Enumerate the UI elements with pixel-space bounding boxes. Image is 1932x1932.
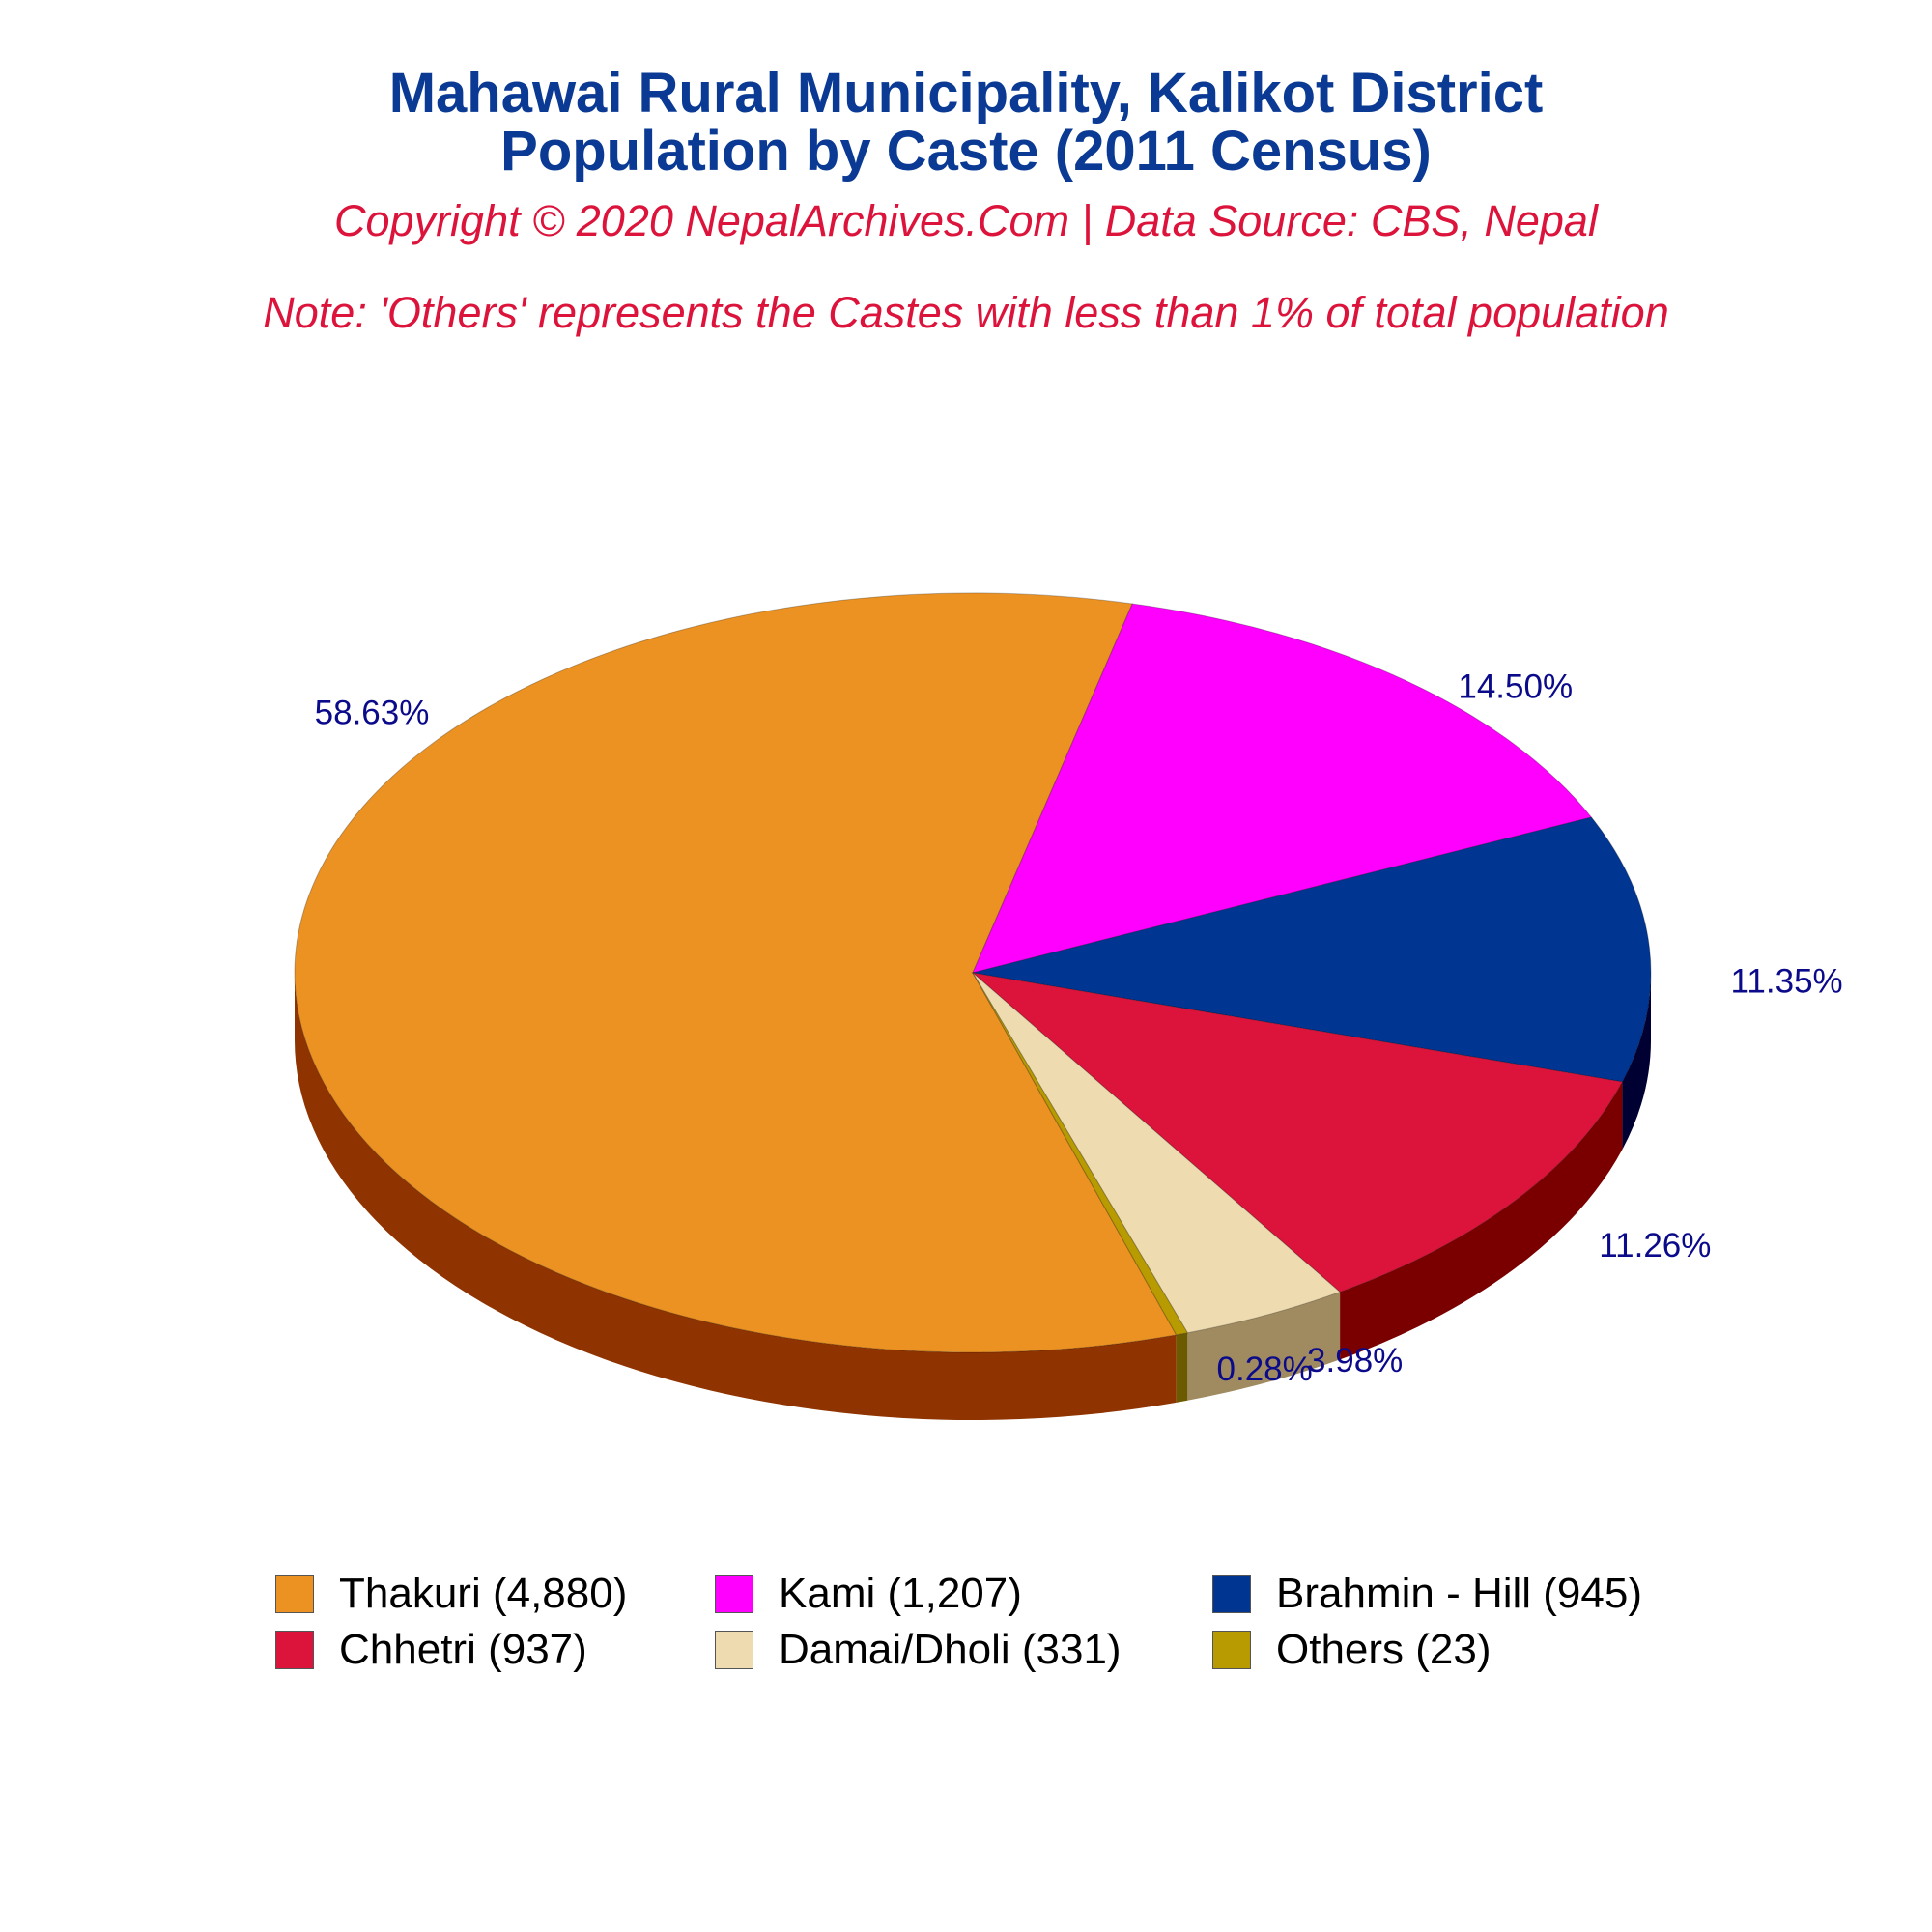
pie-side-thakuri — [295, 973, 1177, 1420]
legend-swatch — [1212, 1575, 1251, 1613]
data-label-damai-dholi: 3.98% — [1307, 1342, 1403, 1379]
pie-slice-chhetri — [971, 972, 1624, 1293]
pie-side-others — [1176, 1332, 1188, 1403]
copyright-text: Copyright © 2020 NepalArchives.Com | Dat… — [334, 196, 1598, 245]
legend-swatch — [275, 1575, 314, 1613]
pie-slice-thakuri — [294, 592, 1178, 1353]
legend-label: Kami (1,207) — [779, 1570, 1022, 1617]
chart-title-line2: Population by Caste (2011 Census) — [500, 120, 1432, 183]
note-text: Note: 'Others' represents the Castes wit… — [263, 288, 1669, 337]
legend-item-chhetri: Chhetri (937) — [275, 1626, 587, 1674]
legend-label: Thakuri (4,880) — [339, 1570, 628, 1617]
data-label-kami: 14.50% — [1458, 668, 1573, 706]
legend-item-thakuri: Thakuri (4,880) — [275, 1570, 627, 1618]
legend-swatch — [275, 1631, 314, 1669]
chart-title-line1: Mahawai Rural Municipality, Kalikot Dist… — [388, 62, 1544, 125]
data-label-others: 0.28% — [1217, 1350, 1313, 1388]
pie-slice-damai-dholi — [972, 972, 1342, 1334]
legend-item-others: Others (23) — [1212, 1626, 1492, 1674]
legend-item-kami: Kami (1,207) — [715, 1570, 1022, 1618]
data-label-brahmin-hill: 11.35% — [1731, 962, 1843, 1000]
pie-slice-kami — [972, 603, 1593, 974]
pie-side-damai-dholi — [1187, 1292, 1341, 1401]
legend-swatch — [715, 1575, 753, 1613]
legend-swatch — [1212, 1631, 1251, 1669]
legend-label: Damai/Dholi (331) — [779, 1626, 1122, 1673]
legend-label: Brahmin - Hill (945) — [1276, 1570, 1642, 1617]
legend-label: Chhetri (937) — [339, 1626, 587, 1673]
legend-label: Others (23) — [1276, 1626, 1492, 1673]
pie-side-chhetri — [1340, 1081, 1623, 1360]
pie-slice-others — [972, 972, 1189, 1336]
legend-item-damai-dholi: Damai/Dholi (331) — [715, 1626, 1122, 1674]
data-label-thakuri: 58.63% — [315, 694, 430, 731]
pie-side-brahmin-hill — [1622, 973, 1651, 1150]
data-label-chhetri: 11.26% — [1599, 1227, 1711, 1264]
pie-slice-brahmin-hill — [972, 816, 1652, 1083]
legend-swatch — [715, 1631, 753, 1669]
legend-item-brahmin-hill: Brahmin - Hill (945) — [1212, 1570, 1642, 1618]
